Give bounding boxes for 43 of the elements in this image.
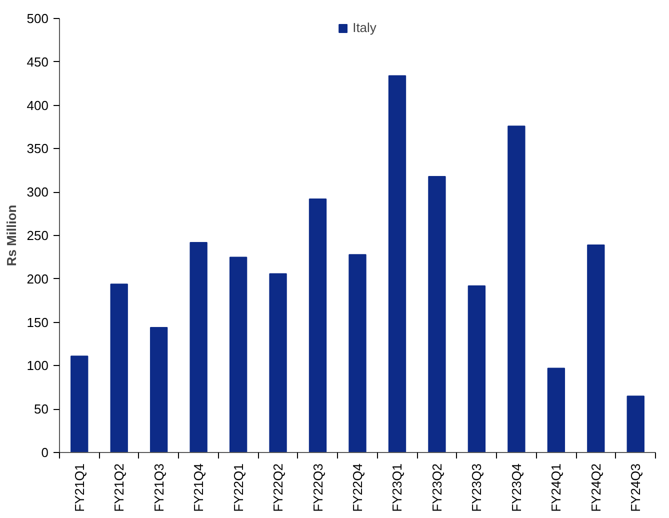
bar xyxy=(308,198,327,452)
x-tick-label: FY24Q3 xyxy=(628,463,644,512)
bar xyxy=(468,285,486,452)
y-tick-label: 300 xyxy=(26,184,49,200)
bar xyxy=(388,75,406,452)
x-tick-label: FY21Q2 xyxy=(112,463,127,512)
x-tick-label: FY23Q4 xyxy=(508,463,524,512)
bar xyxy=(626,396,644,452)
x-tick-label: FY21Q1 xyxy=(72,463,87,512)
bar xyxy=(70,356,88,452)
bar xyxy=(269,273,287,452)
legend-label: Italy xyxy=(352,20,376,35)
bar xyxy=(508,126,526,452)
y-tick-label: 250 xyxy=(26,228,49,243)
x-tick-label: FY22Q3 xyxy=(310,463,326,512)
y-tick-label: 0 xyxy=(41,445,49,460)
y-tick-label: 400 xyxy=(26,98,49,113)
x-tick-label: FY24Q2 xyxy=(588,463,604,512)
y-tick-label: 500 xyxy=(26,11,49,26)
bar xyxy=(587,244,605,452)
x-tick-label: FY23Q2 xyxy=(429,463,444,512)
x-tick-label: FY23Q1 xyxy=(390,463,405,512)
y-tick-label: 150 xyxy=(26,314,49,330)
y-tick-label: 50 xyxy=(34,402,49,417)
y-tick-label: 100 xyxy=(26,358,49,374)
y-tick-label: 450 xyxy=(26,54,49,70)
x-tick-label: FY23Q3 xyxy=(469,463,484,512)
x-tick-label: FY24Q1 xyxy=(548,463,564,512)
bar xyxy=(150,327,168,452)
bar xyxy=(547,368,566,452)
x-tick-label: FY22Q1 xyxy=(230,463,246,512)
y-tick-label: 350 xyxy=(26,141,49,156)
x-tick-label: FY22Q2 xyxy=(270,463,286,512)
x-tick-label: FY22Q4 xyxy=(350,463,365,512)
y-tick-label: 200 xyxy=(26,271,49,286)
x-tick-label: FY21Q3 xyxy=(151,463,166,512)
x-tick-label: FY21Q4 xyxy=(191,463,206,512)
bar xyxy=(190,242,208,452)
bar xyxy=(229,256,248,452)
bar xyxy=(428,176,446,452)
y-axis-title: Rs Million xyxy=(4,204,19,266)
bar xyxy=(110,284,128,452)
bar xyxy=(348,254,366,452)
